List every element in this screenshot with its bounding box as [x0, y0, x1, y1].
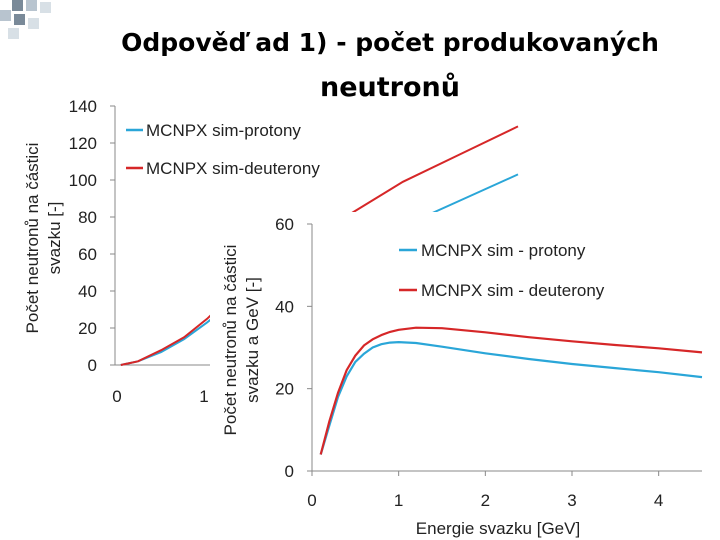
- back-y-tick-label: 100: [69, 171, 97, 190]
- deco-square: [8, 28, 19, 39]
- front-y-tick-label: 60: [275, 215, 294, 234]
- back-legend-label: MCNPX sim-deuterony: [146, 159, 320, 178]
- slide-title-line2: neutronů: [320, 72, 460, 103]
- front-chart-background: [210, 212, 720, 540]
- back-y-tick-label: 120: [69, 134, 97, 153]
- deco-square: [0, 10, 11, 21]
- deco-square: [14, 14, 25, 25]
- front-y-axis-label-line2: svazku a GeV [-]: [243, 277, 262, 403]
- front-series-line-protony: [319, 340, 703, 455]
- back-y-tick-label: 60: [78, 245, 97, 264]
- front-x-axis-label: Energie svazku [GeV]: [416, 519, 580, 538]
- back-y-tick-label: 0: [88, 356, 97, 375]
- back-y-tick-label: 20: [78, 319, 97, 338]
- back-y-tick-label: 80: [78, 208, 97, 227]
- back-x-tick-label: 0: [112, 387, 121, 406]
- front-x-tick-label: 3: [567, 491, 576, 510]
- back-y-axis-label-line2: svazku [-]: [45, 202, 64, 275]
- deco-square: [28, 18, 39, 29]
- back-y-axis-label: Počet neutronů na částici: [23, 143, 42, 334]
- front-y-tick-label: 40: [275, 297, 294, 316]
- front-chart: 0 20 40 60 0 1 2 3 4 Energie svazku [GeV] Počet ne…: [210, 212, 720, 540]
- back-y-tick-label: 140: [69, 97, 97, 116]
- front-y-tick-label: 0: [285, 462, 294, 481]
- front-x-tick-label: 1: [394, 491, 403, 510]
- slide-title-line1: Odpověď ad 1) - počet produkovaných: [121, 28, 659, 57]
- deco-square: [26, 0, 37, 11]
- deco-square: [12, 0, 23, 11]
- back-legend-label: MCNPX sim-protony: [146, 121, 301, 140]
- front-legend-label: MCNPX sim - deuterony: [421, 281, 605, 300]
- front-x-tick-label: 4: [654, 491, 663, 510]
- back-x-tick-label: 1: [199, 387, 208, 406]
- back-y-tick-label: 40: [78, 282, 97, 301]
- front-series-line-deuterony: [319, 326, 703, 455]
- front-x-tick-label: 0: [307, 491, 316, 510]
- front-y-tick-label: 20: [275, 380, 294, 399]
- deco-square: [40, 2, 51, 13]
- front-legend-label: MCNPX sim - protony: [421, 241, 586, 260]
- front-y-axis-label: Počet neutronů na částici: [221, 245, 240, 436]
- front-x-tick-label: 2: [481, 491, 490, 510]
